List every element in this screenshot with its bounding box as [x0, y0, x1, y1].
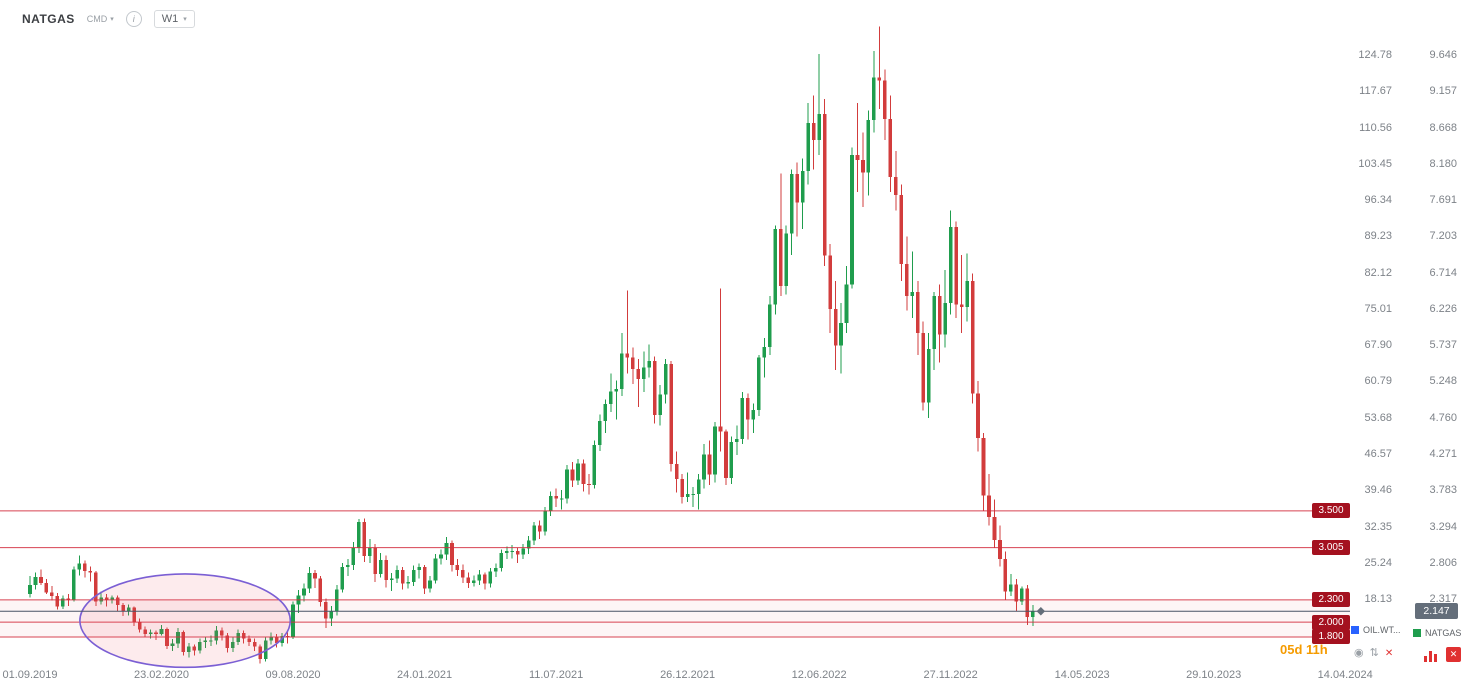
y-axis-percent-label: 96.34 [1364, 194, 1392, 207]
y-axis-percent-label: 39.46 [1364, 484, 1392, 497]
legend-item-oilwti[interactable]: OIL.WT... [1351, 625, 1401, 635]
y-axis-price-label: 8.180 [1429, 157, 1457, 170]
x-axis-label: 12.06.2022 [791, 669, 847, 681]
y-axis-price-label: 2.317 [1429, 593, 1457, 606]
close-chart-button[interactable]: ✕ [1446, 647, 1461, 662]
legend-label-oilwti: OIL.WT... [1363, 625, 1401, 635]
x-axis-label: 26.12.2021 [660, 669, 716, 681]
y-axis-price-label: 2.806 [1429, 556, 1457, 569]
y-axis-price-label: 3.294 [1429, 520, 1457, 533]
y-axis-price-label: 6.714 [1429, 266, 1457, 279]
market-category-label: CMD [86, 14, 108, 24]
x-axis-label: 27.11.2022 [923, 669, 978, 681]
x-axis-label: 09.08.2020 [265, 669, 321, 681]
timeframe-select[interactable]: W1 ▾ [153, 10, 195, 28]
y-axis-price-label: 3.783 [1429, 484, 1457, 497]
volume-icon[interactable] [1424, 648, 1440, 662]
legend-item-natgas[interactable]: NATGAS [1413, 628, 1461, 638]
timeframe-label: W1 [161, 13, 179, 25]
current-price-marker [1036, 606, 1046, 616]
price-level-badge[interactable]: 3.500 [1312, 503, 1350, 519]
instrument-symbol: NATGAS [22, 12, 75, 26]
y-axis-price-label: 7.203 [1429, 230, 1457, 243]
x-axis-label: 11.07.2021 [528, 669, 584, 681]
overlay-series-controls: ◉ ⇅ ✕ [1354, 648, 1393, 659]
candle-countdown: 05d 11h [1280, 642, 1328, 657]
x-axis-label: 24.01.2021 [397, 669, 453, 681]
price-level-badge[interactable]: 1.800 [1312, 629, 1350, 645]
y-axis-price-label: 8.668 [1429, 121, 1457, 134]
candles-layer [28, 26, 1035, 664]
visibility-icon[interactable]: ◉ [1354, 647, 1364, 659]
y-axis-price-label: 7.691 [1429, 194, 1457, 207]
chevron-down-icon: ▾ [183, 16, 187, 23]
y-axis-percent-label: 110.56 [1359, 121, 1392, 134]
legend-label-natgas: NATGAS [1425, 628, 1462, 638]
current-price-badge: 2.147 [1415, 603, 1458, 620]
x-axis-label: 14.05.2023 [1054, 669, 1110, 681]
x-axis-label: 14.04.2024 [1317, 669, 1373, 681]
series-color-swatch-oilwti [1351, 626, 1359, 634]
ellipse-annotation[interactable] [79, 573, 292, 669]
y-axis-price-label: 4.271 [1429, 447, 1457, 460]
y-axis-percent-label: 82.12 [1364, 266, 1392, 279]
remove-overlay-icon[interactable]: ✕ [1384, 647, 1394, 659]
y-axis-percent-label: 32.35 [1364, 520, 1392, 533]
y-axis-price-label: 9.157 [1429, 85, 1457, 98]
y-axis-percent-label: 25.24 [1364, 556, 1392, 569]
y-axis-percent-label: 53.68 [1364, 411, 1392, 424]
y-axis-price-label: 9.646 [1429, 49, 1457, 61]
y-axis-price-label: 5.737 [1429, 339, 1457, 352]
y-axis-percent-label: 46.57 [1364, 447, 1392, 460]
price-level-badge[interactable]: 3.005 [1312, 540, 1350, 556]
main-series-controls: ✕ [1424, 647, 1461, 662]
y-axis-percent-label: 124.78 [1358, 49, 1392, 61]
x-axis-label: 23.02.2020 [133, 669, 190, 681]
y-axis-percent-label: 18.13 [1364, 593, 1392, 606]
y-axis-percent-label: 117.67 [1359, 85, 1392, 98]
x-axis-label: 29.10.2023 [1186, 669, 1242, 681]
price-level-badge[interactable]: 2.300 [1312, 592, 1350, 608]
y-axis-price-label: 4.760 [1429, 411, 1457, 424]
y-axis-percent-label: 103.45 [1358, 157, 1392, 170]
scale-arrows-icon[interactable]: ⇅ [1369, 647, 1379, 659]
y-axis-percent-label: 67.90 [1364, 339, 1392, 352]
chevron-down-icon: ▾ [110, 16, 114, 23]
y-axis-price-label: 5.248 [1429, 375, 1457, 388]
price-level-badge[interactable]: 2.000 [1312, 614, 1350, 630]
market-category-dropdown[interactable]: CMD ▾ [87, 14, 114, 24]
shaded-price-zone [0, 599, 1350, 637]
info-icon[interactable]: i [125, 11, 142, 27]
instrument-header: NATGAS CMD ▾ i W1 ▾ [0, 0, 1482, 38]
x-axis-label: 01.09.2019 [2, 669, 58, 681]
y-axis-percent-label: 60.79 [1364, 375, 1392, 388]
series-color-swatch-natgas [1413, 629, 1421, 637]
y-axis-price-label: 6.226 [1429, 302, 1457, 315]
y-axis-percent-label: 89.23 [1364, 230, 1392, 243]
y-axis-percent-label: 75.01 [1364, 302, 1392, 315]
